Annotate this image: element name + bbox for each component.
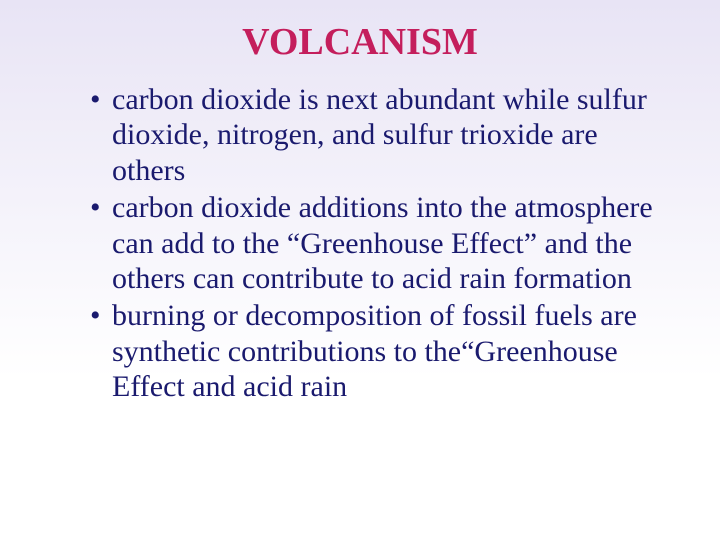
bullet-list: carbon dioxide is next abundant while su… <box>60 82 660 405</box>
slide-title: VOLCANISM <box>60 20 660 64</box>
bullet-item: burning or decomposition of fossil fuels… <box>90 298 660 404</box>
slide-container: VOLCANISM carbon dioxide is next abundan… <box>0 0 720 427</box>
bullet-item: carbon dioxide is next abundant while su… <box>90 82 660 188</box>
bullet-item: carbon dioxide additions into the atmosp… <box>90 190 660 296</box>
